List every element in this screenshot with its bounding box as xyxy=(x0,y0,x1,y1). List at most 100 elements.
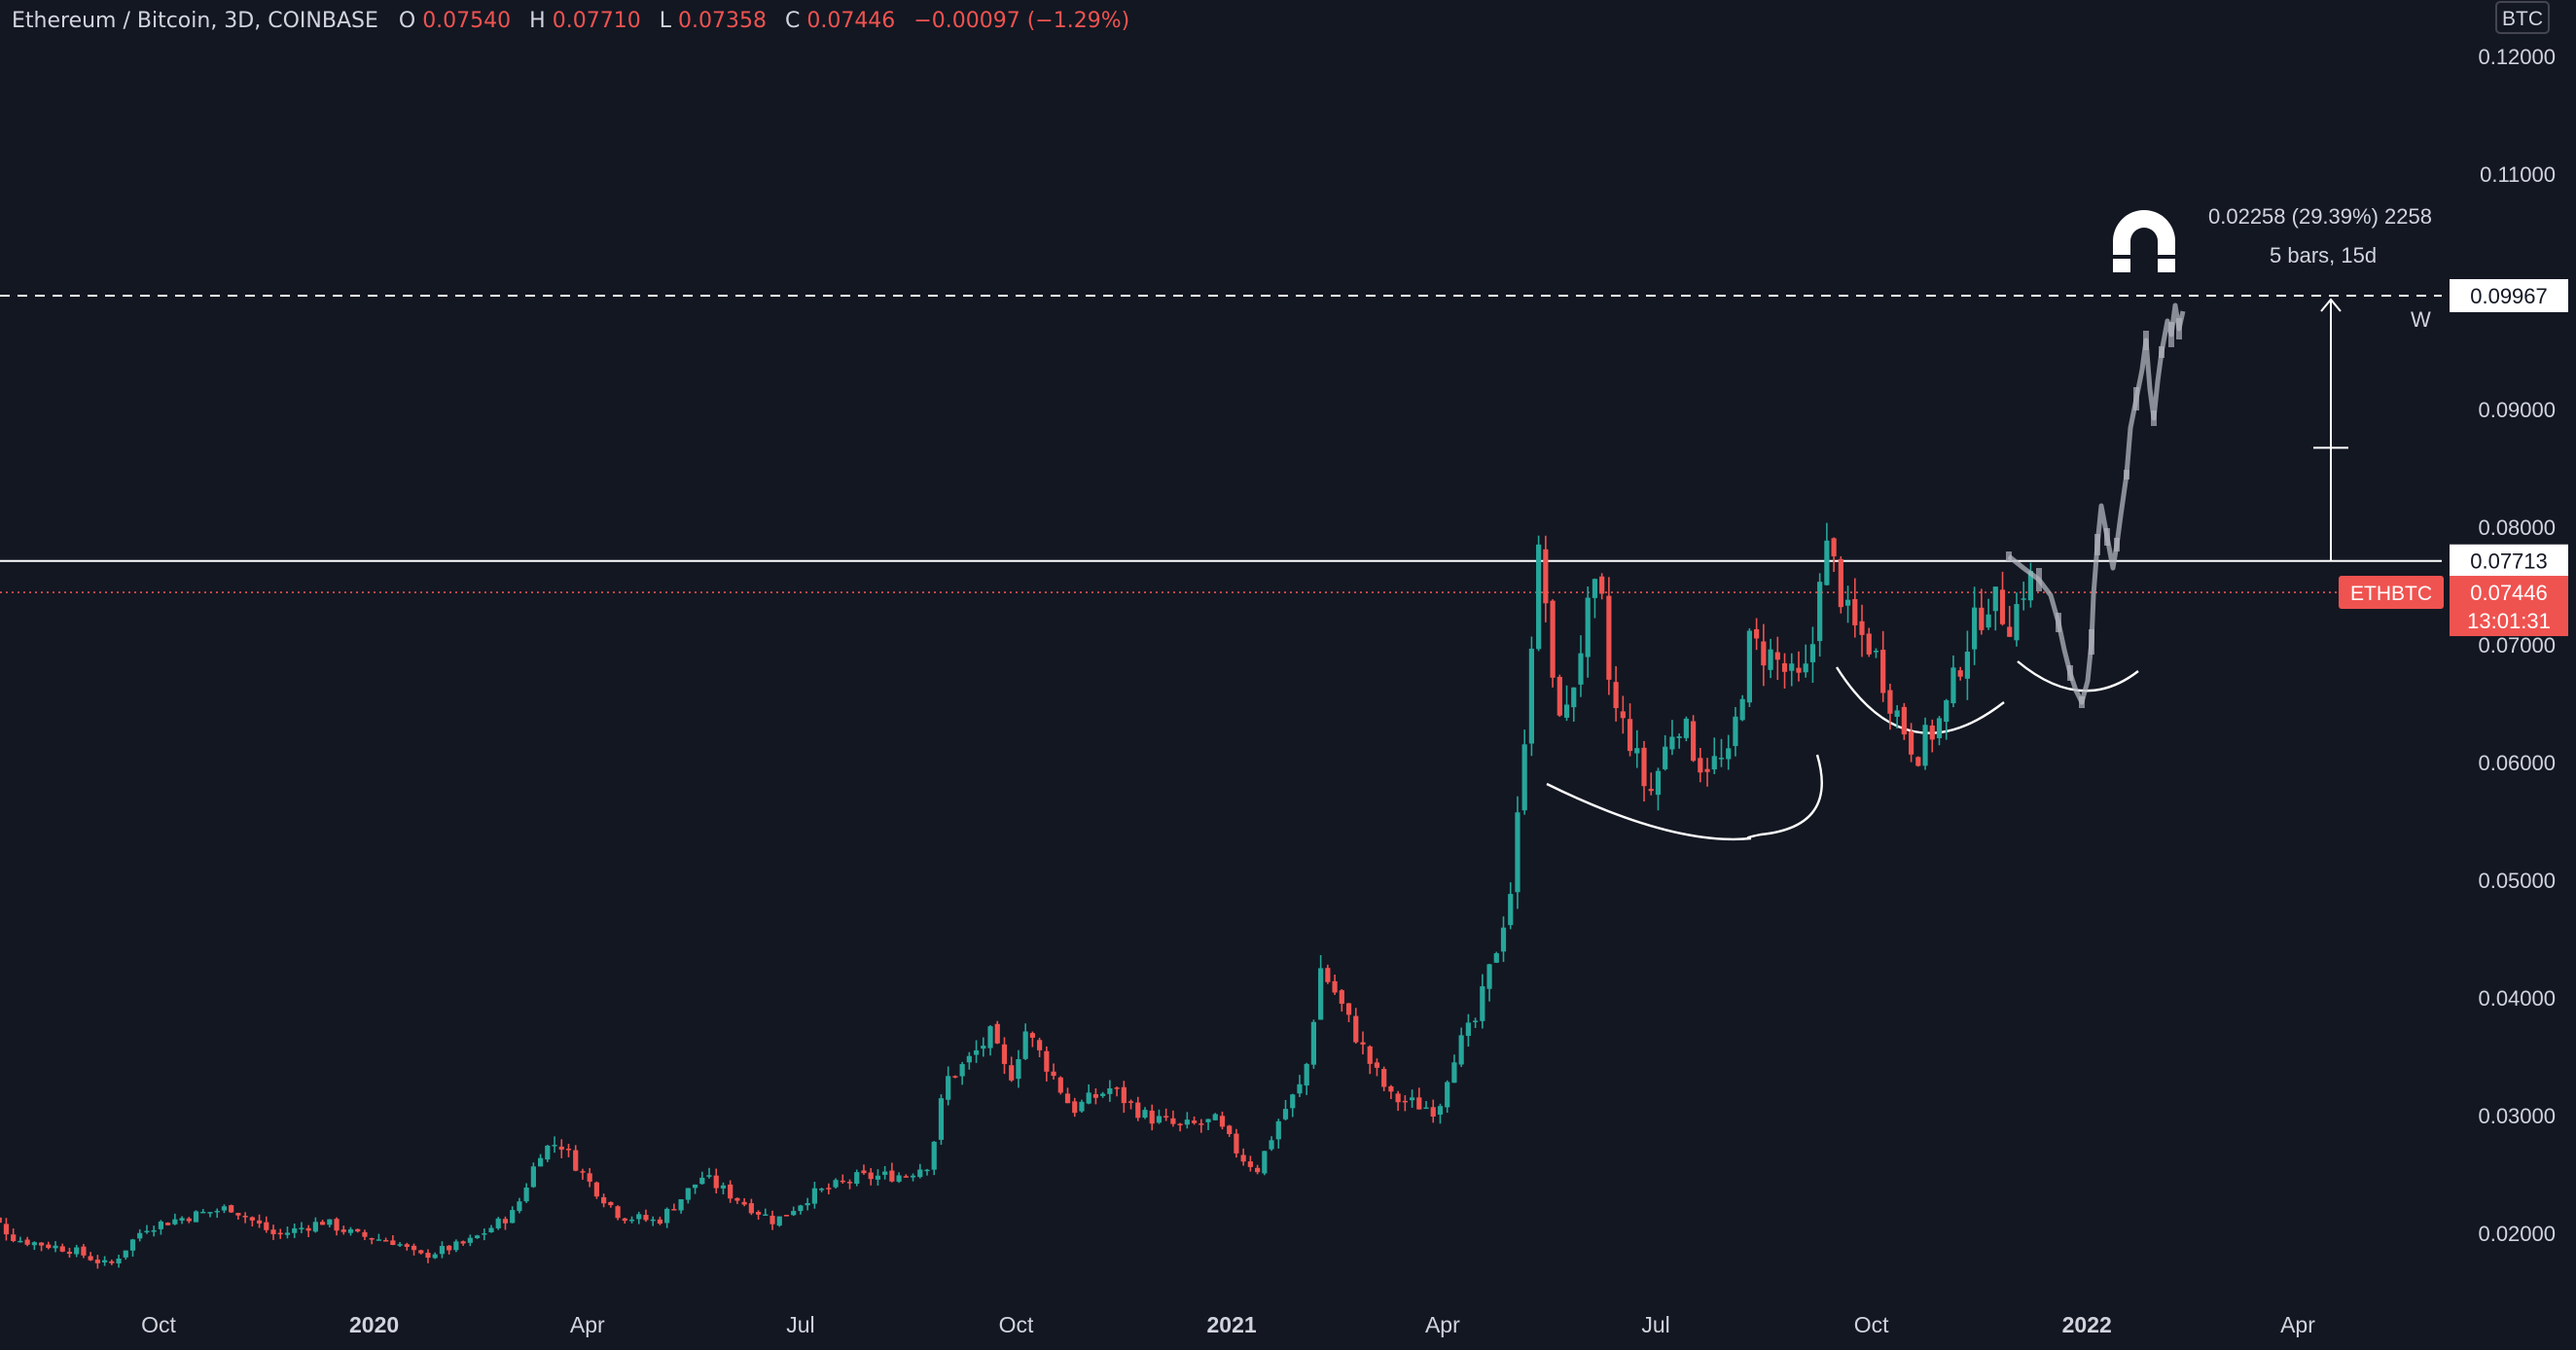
candle-body xyxy=(1746,630,1753,703)
candle-body xyxy=(425,1252,431,1259)
candle-body xyxy=(1416,1097,1422,1110)
candle-body xyxy=(854,1172,860,1185)
candle-body xyxy=(601,1196,607,1204)
open-value: 0.07540 xyxy=(422,9,511,33)
candle-body xyxy=(1465,1022,1471,1037)
candle-body xyxy=(1606,595,1612,680)
projected-candle xyxy=(2159,346,2165,358)
candle-body xyxy=(1480,986,1485,1021)
candle-body xyxy=(1022,1031,1028,1059)
candle-body xyxy=(1255,1167,1261,1173)
candle-body xyxy=(1796,667,1802,673)
candle-body xyxy=(1009,1065,1015,1081)
x-axis[interactable]: Oct 2020 Apr Jul Oct 2021 Apr Jul Oct 2022 Apr xyxy=(141,1312,2315,1337)
candle-body xyxy=(439,1246,446,1255)
candle-body xyxy=(846,1182,853,1184)
currency-badge[interactable]: BTC xyxy=(2495,1,2550,34)
candle-body xyxy=(1789,663,1795,671)
y-tick-label: 0.02000 xyxy=(2478,1222,2556,1246)
projected-candle xyxy=(2056,613,2061,632)
y-tick-label: 0.04000 xyxy=(2478,986,2556,1011)
candle-body xyxy=(1051,1071,1056,1077)
candle-body xyxy=(2014,604,2020,641)
y-tick-label: 0.03000 xyxy=(2478,1104,2556,1128)
candle-body xyxy=(299,1227,304,1229)
drawing-layer[interactable] xyxy=(0,294,2442,841)
cup-arc-2[interactable] xyxy=(1835,666,2005,734)
candle-body xyxy=(123,1250,128,1258)
candle-body xyxy=(1774,652,1780,660)
candle-body xyxy=(404,1244,410,1247)
candle-body xyxy=(1627,719,1633,752)
target-price-value: 0.09967 xyxy=(2470,284,2548,308)
candle-body xyxy=(657,1219,663,1225)
candle-body xyxy=(1486,964,1492,989)
candle-body xyxy=(327,1219,333,1226)
candle-body xyxy=(523,1188,529,1202)
candle-body xyxy=(1739,698,1745,721)
candle-body xyxy=(235,1213,241,1216)
candle-body xyxy=(1381,1069,1387,1087)
candle-body xyxy=(1339,990,1344,1005)
candle-body xyxy=(453,1241,459,1251)
candle-body xyxy=(1057,1077,1063,1093)
y-axis[interactable]: 0.12000 0.11000 0.09000 0.08000 0.07000 0.060… xyxy=(2478,45,2556,1246)
candle-body xyxy=(1901,706,1907,735)
candle-body xyxy=(2007,626,2013,637)
candle-body xyxy=(713,1175,719,1189)
x-tick-label: Apr xyxy=(2280,1312,2315,1337)
candle-body xyxy=(1929,725,1935,740)
projected-candle xyxy=(2168,322,2174,347)
high-label: H xyxy=(529,9,546,33)
candle-body xyxy=(699,1177,705,1185)
candle-body xyxy=(1345,1003,1352,1015)
close-value: 0.07446 xyxy=(806,9,895,33)
price-tags: 0.09967 0.07713 ETHBTC 0.07446 13:01:31 xyxy=(2339,278,2568,637)
candle-body xyxy=(31,1242,37,1246)
y-tick-label: 0.08000 xyxy=(2478,515,2556,540)
candle-body xyxy=(256,1220,263,1224)
candle-body xyxy=(580,1171,586,1173)
candle-body xyxy=(1297,1084,1303,1094)
candle-body xyxy=(397,1244,403,1246)
candle-body xyxy=(1269,1140,1274,1150)
y-tick-label: 0.07000 xyxy=(2478,633,2556,657)
candle-body xyxy=(1944,699,1950,723)
candle-body xyxy=(573,1150,579,1171)
candle-body xyxy=(664,1208,670,1224)
cup-arc-1[interactable] xyxy=(1546,754,1823,841)
x-tick-label: Oct xyxy=(141,1312,176,1337)
candle-body xyxy=(946,1076,951,1100)
candle-body xyxy=(1676,736,1682,738)
candle-body xyxy=(355,1228,361,1232)
candle-body xyxy=(1290,1094,1296,1109)
candle-body xyxy=(362,1231,368,1237)
cup-arc-3[interactable] xyxy=(2017,660,2139,693)
candle-body xyxy=(1550,600,1556,678)
candle-body xyxy=(3,1224,10,1235)
candle-body xyxy=(1578,653,1584,685)
candle-body xyxy=(931,1141,937,1170)
candle-body xyxy=(66,1252,73,1255)
candle-body xyxy=(1395,1093,1401,1103)
candle-body xyxy=(1648,789,1654,792)
candle-body xyxy=(179,1218,185,1221)
candle-body xyxy=(1809,644,1816,662)
candle-body xyxy=(1064,1093,1071,1104)
candle-body xyxy=(1318,968,1324,1020)
candle-body xyxy=(783,1215,790,1217)
x-tick-label: 2020 xyxy=(349,1312,399,1337)
candle-body xyxy=(1325,968,1331,982)
candle-body xyxy=(1922,725,1928,766)
magnet-icon[interactable] xyxy=(2113,210,2175,272)
candle-body xyxy=(959,1064,965,1077)
candle-body xyxy=(628,1219,635,1222)
candle-body xyxy=(952,1076,958,1078)
projected-candle xyxy=(2124,470,2129,480)
candle-body xyxy=(390,1240,396,1246)
candle-body xyxy=(158,1221,164,1229)
candle-body xyxy=(292,1227,298,1233)
candle-body xyxy=(1761,641,1767,666)
